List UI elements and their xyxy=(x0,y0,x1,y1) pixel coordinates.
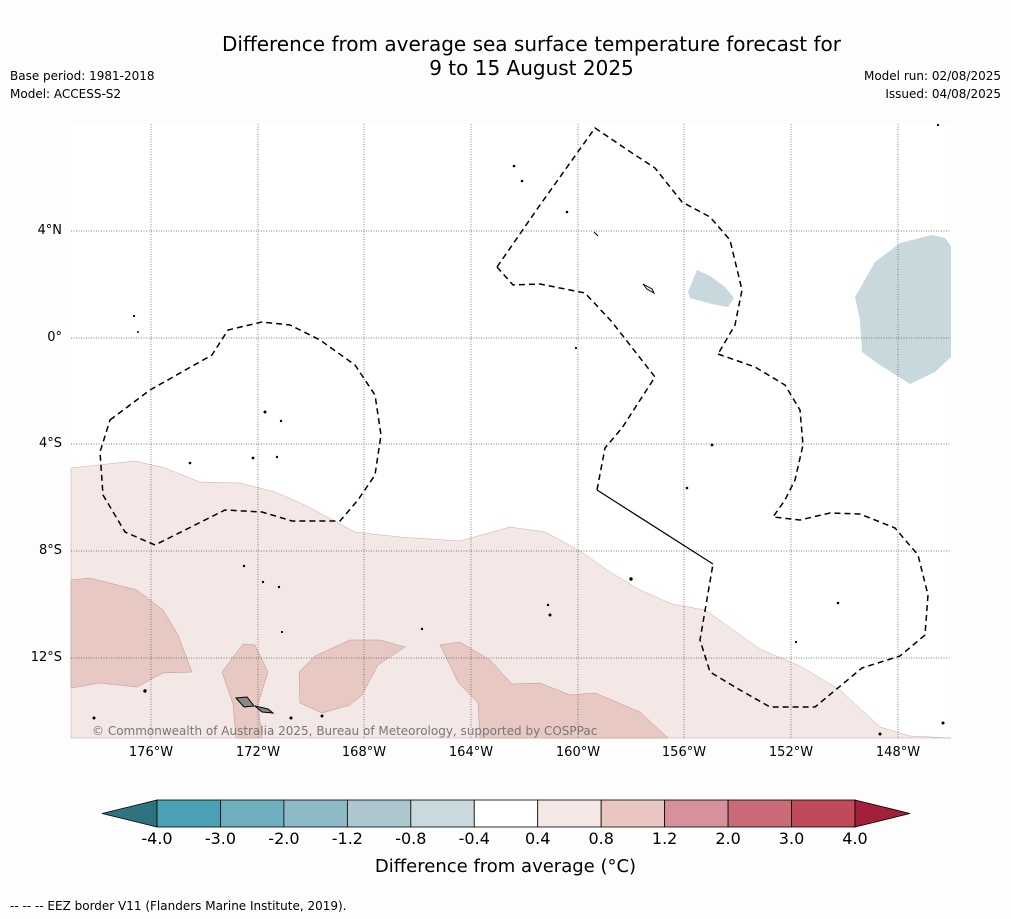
lon-label-152w: 152°W xyxy=(768,745,814,760)
map-title: Difference from average sea surface temp… xyxy=(0,32,1011,80)
colorbar-tick-label: 4.0 xyxy=(842,829,868,848)
colorbar-segment xyxy=(410,799,475,828)
colorbar-segment xyxy=(156,799,221,828)
lon-label-168w: 168°W xyxy=(341,745,387,760)
lon-label-148w: 148°W xyxy=(875,745,921,760)
colorbar-extend-high xyxy=(854,799,911,828)
eez-legend-note: -- -- -- EEZ border V11 (Flanders Marine… xyxy=(10,899,347,913)
colorbar-segment xyxy=(791,799,856,828)
lat-label-4s: 4°S xyxy=(38,436,62,451)
colorbar-segment xyxy=(283,799,348,828)
colorbar xyxy=(101,799,911,828)
lon-label-156w: 156°W xyxy=(661,745,707,760)
anomaly-region-0.8-1.2 xyxy=(70,577,193,689)
colorbar-segment xyxy=(346,799,412,828)
islands xyxy=(92,123,945,736)
anomaly-region-0.4-0.8 xyxy=(70,460,952,739)
lat-label-4n: 4°N xyxy=(37,223,63,238)
model-name: Model: ACCESS-S2 xyxy=(10,87,122,101)
lat-label-0: 0° xyxy=(47,330,62,345)
lat-label-8s: 8°S xyxy=(38,543,62,558)
colorbar-tick-label: -1.2 xyxy=(331,829,363,848)
colorbar-tick-label: 0.8 xyxy=(588,829,614,848)
meta-right: Model run: 02/08/2025 Issued: 04/08/2025 xyxy=(864,67,1001,103)
copyright-notice: © Commonwealth of Australia 2025, Bureau… xyxy=(92,724,598,738)
colorbar-tick-label: -3.0 xyxy=(204,829,237,848)
colorbar-segment xyxy=(537,799,602,828)
colorbar-label: Difference from average (°C) xyxy=(374,856,637,877)
issued-date: Issued: 04/08/2025 xyxy=(885,87,1001,101)
anomaly-region-0.8-1.2 xyxy=(439,641,669,739)
colorbar-tick-label: -0.4 xyxy=(458,829,490,848)
colorbar-tick-label: -4.0 xyxy=(141,829,173,848)
base-period: Base period: 1981-2018 xyxy=(10,69,155,83)
colorbar-tick-label: -2.0 xyxy=(268,829,300,848)
colorbar-segment xyxy=(473,799,539,828)
meta-left: Base period: 1981-2018 Model: ACCESS-S2 xyxy=(10,67,155,103)
colorbar-segment xyxy=(664,799,729,828)
colorbar-extend-low xyxy=(101,799,158,828)
lon-label-164w: 164°W xyxy=(448,745,494,760)
colorbar-tick-label: -0.8 xyxy=(395,829,427,848)
title-line-1: Difference from average sea surface temp… xyxy=(221,32,841,56)
colorbar-segment xyxy=(600,799,666,828)
lon-label-160w: 160°W xyxy=(555,745,601,760)
gridlines xyxy=(71,124,951,738)
anomaly-region-neg-0.8-0.4 xyxy=(855,235,951,384)
colorbar-segment xyxy=(220,799,285,828)
colorbar-tick-label: 2.0 xyxy=(715,829,741,848)
lat-label-12s: 12°S xyxy=(30,650,62,665)
colorbar-tick-label: 3.0 xyxy=(778,829,805,848)
lon-label-172w: 172°W xyxy=(235,745,281,760)
anomaly-region-neg-0.8-0.4 xyxy=(688,270,734,307)
title-line-2: 9 to 15 August 2025 xyxy=(429,56,634,80)
colorbar-tick-label: 0.4 xyxy=(524,829,551,848)
model-run: Model run: 02/08/2025 xyxy=(863,69,1001,83)
colorbar-tick-label: 1.2 xyxy=(651,829,678,848)
eez-border-solid-segment xyxy=(596,489,714,565)
lon-label-176w: 176°W xyxy=(128,745,174,760)
colorbar-segment xyxy=(727,799,792,828)
eez-borders xyxy=(99,126,929,708)
